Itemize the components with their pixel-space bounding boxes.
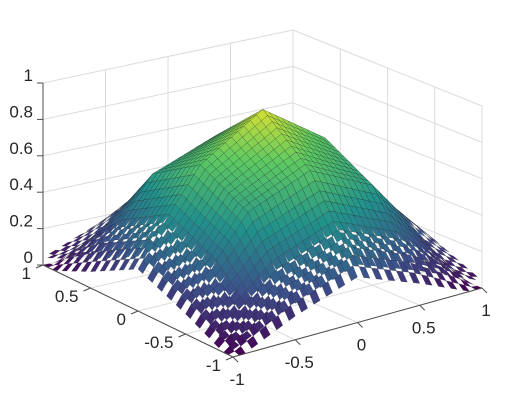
- surface-patch: [85, 250, 98, 260]
- surface-patch: [377, 258, 389, 268]
- right-wall-horizontal-line: [292, 65, 483, 143]
- surface-patch: [414, 262, 427, 272]
- right-wall-horizontal-line: [292, 29, 483, 107]
- right-wall-horizontal-line: [292, 102, 483, 180]
- surface-patch: [180, 288, 192, 302]
- surface-patch: [290, 290, 302, 304]
- surface-patch: [315, 275, 327, 288]
- surface-patch: [396, 270, 408, 283]
- x-tick-mark: [83, 287, 91, 292]
- surface-patch: [94, 250, 107, 259]
- z-tick-label: 0.2: [9, 212, 33, 231]
- y-tick-mark: [294, 339, 301, 346]
- surface-patch: [66, 252, 79, 259]
- y-tick-label: -1: [229, 370, 244, 389]
- axes: [35, 82, 488, 363]
- surface-patch: [277, 299, 290, 313]
- surface-patch: [227, 340, 240, 350]
- surface-patch: [209, 319, 221, 331]
- surface-patch: [327, 267, 340, 281]
- y-tick-mark: [232, 356, 239, 363]
- x-tick-label: 0.5: [55, 287, 79, 306]
- y-tick-label: 0.5: [412, 318, 436, 337]
- surface-patch: [132, 247, 145, 257]
- surface-patch: [364, 256, 377, 267]
- z-tick-label: 1: [24, 66, 33, 85]
- x-tick-label: 0: [117, 310, 126, 329]
- surface-patch: [171, 279, 183, 293]
- surface-patch: [352, 255, 365, 266]
- surface-patch: [61, 241, 73, 247]
- surface-patch: [75, 251, 88, 259]
- surface-patch: [80, 261, 93, 272]
- surface-patch: [389, 259, 402, 269]
- surface-patch: [123, 248, 136, 258]
- surface-patch: [47, 254, 59, 259]
- surface-patch: [48, 249, 61, 256]
- surface-patch: [383, 269, 396, 282]
- surface-patch: [246, 335, 259, 349]
- surface-patch: [439, 268, 452, 276]
- y-tick-label: 1: [481, 301, 490, 320]
- surface-patch: [240, 330, 252, 341]
- surface-patch: [358, 266, 371, 279]
- surface-patch: [420, 274, 433, 286]
- surface-patch: [118, 258, 131, 271]
- surface-patch: [218, 330, 230, 341]
- surface-patch: [259, 325, 271, 340]
- z-tick-label: 0: [24, 248, 33, 267]
- y-tick-label: -0.5: [285, 353, 314, 372]
- x-tick-mark: [130, 310, 139, 315]
- z-tick-label: 0.6: [9, 139, 33, 158]
- surface-patch: [252, 320, 265, 332]
- surface-patch: [199, 308, 211, 321]
- y-tick-mark: [357, 322, 363, 328]
- z-tick-label: 0.8: [9, 102, 33, 121]
- surface: [42, 109, 483, 356]
- surface-patch: [464, 274, 476, 280]
- surface-patch: [371, 267, 383, 280]
- surface-patch: [427, 265, 439, 274]
- surface-patch: [104, 249, 117, 259]
- x-tick-mark: [178, 333, 186, 338]
- z-tick-label: 0.4: [9, 175, 33, 194]
- surface-patch: [128, 258, 140, 270]
- surface-patch: [445, 280, 458, 290]
- surface-patch: [190, 298, 202, 312]
- surface-patch: [109, 259, 121, 271]
- y-tick-mark: [481, 287, 488, 294]
- surface-patch: [458, 283, 470, 292]
- surface-patch: [402, 261, 414, 271]
- surface-patch: [56, 253, 69, 259]
- surface-patch: [52, 263, 64, 271]
- x-tick-label: 1: [22, 264, 31, 283]
- left-wall-horizontal-line: [42, 65, 294, 120]
- x-tick-label: -0.5: [144, 333, 173, 352]
- surface-patch: [61, 263, 74, 272]
- surface-patch: [152, 261, 164, 275]
- surface-patch: [265, 310, 277, 323]
- surface-patch: [142, 252, 154, 266]
- surface-patch: [90, 260, 102, 272]
- surface-patch: [71, 262, 83, 272]
- surface-patch: [302, 282, 315, 296]
- surface-patch: [408, 272, 421, 284]
- surface-patch: [161, 270, 173, 284]
- x-tick-mark: [225, 356, 234, 361]
- surface-patch: [113, 249, 126, 258]
- y-tick-label: 0: [357, 336, 366, 355]
- left-wall-horizontal-line: [42, 29, 294, 84]
- surface-patch: [451, 271, 464, 278]
- y-tick-mark: [419, 304, 426, 311]
- surface-patch: [340, 259, 352, 273]
- surface-patch: [433, 277, 445, 288]
- left-wall-horizontal-line: [42, 102, 294, 157]
- x-tick-label: -1: [206, 356, 221, 375]
- surface-patch: [99, 260, 112, 272]
